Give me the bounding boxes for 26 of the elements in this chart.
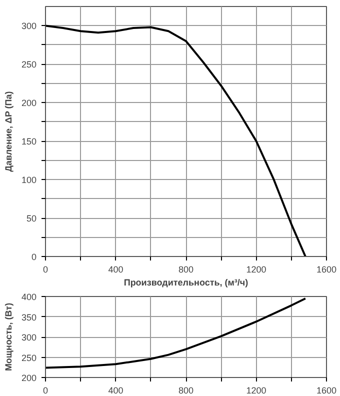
y-tick-label: 350: [21, 312, 37, 322]
y-tick-label: 0: [31, 252, 37, 262]
y-axis-title: Давление, ΔP (Па): [3, 91, 14, 172]
x-tick-label: 1200: [246, 386, 266, 396]
y-tick-label: 200: [21, 373, 37, 383]
x-tick-label: 1600: [316, 386, 337, 396]
y-tick-label: 100: [21, 175, 37, 186]
y-tick-label: 250: [21, 352, 37, 363]
line-series: [46, 298, 306, 369]
x-tick-label: 800: [178, 264, 194, 274]
x-tick-label: 400: [108, 264, 124, 274]
y-tick-label: 250: [21, 60, 37, 70]
x-tick-label: 0: [42, 386, 48, 396]
x-tick-label: 0: [42, 264, 48, 274]
x-axis-title: Производительность, (м³/ч): [124, 278, 248, 288]
x-tick-label: 800: [178, 386, 194, 396]
y-axis-title: Мощность, (Вт): [3, 302, 14, 372]
y-tick-label: 150: [21, 136, 37, 147]
x-tick-label: 1200: [246, 264, 266, 274]
y-tick-label: 50: [26, 214, 37, 224]
y-tick-label: 400: [21, 292, 37, 302]
y-tick-label: 300: [21, 21, 37, 32]
x-tick-label: 400: [108, 386, 124, 396]
y-tick-label: 300: [21, 332, 37, 342]
x-tick-label: 1600: [316, 264, 337, 274]
y-tick-label: 200: [21, 98, 37, 108]
